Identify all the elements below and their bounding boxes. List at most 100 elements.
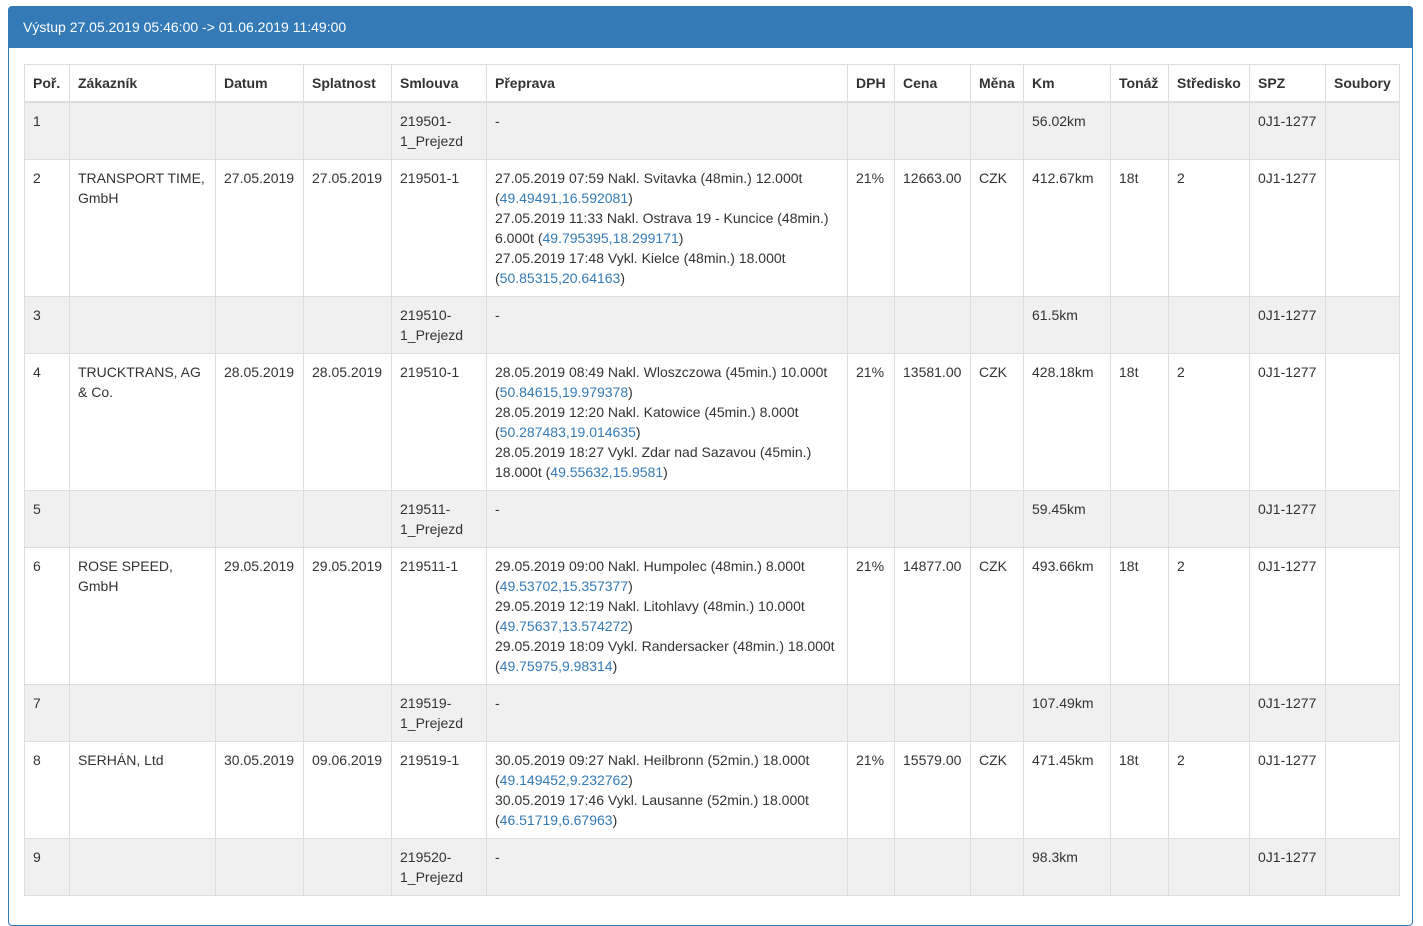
cell-stredisko bbox=[1168, 296, 1250, 354]
header-soubory[interactable]: Soubory bbox=[1325, 64, 1400, 103]
table-row-transfer[interactable]: 9 219520-1_Prejezd - 98.3km 0J1-1277 bbox=[24, 838, 1400, 896]
coordinates-link[interactable]: 49.75975,9.98314 bbox=[499, 658, 613, 674]
route-stop-text: 28.05.2019 18:27 Vykl. Zdar nad Sazavou … bbox=[495, 444, 812, 480]
table-row-transfer[interactable]: 5 219511-1_Prejezd - 59.45km 0J1-1277 bbox=[24, 490, 1400, 548]
cell-preprava: - bbox=[486, 490, 848, 548]
cell-datum: 30.05.2019 bbox=[215, 741, 304, 839]
cell-smlouva: 219511-1_Prejezd bbox=[391, 490, 487, 548]
cell-cena bbox=[894, 838, 971, 896]
cell-cena bbox=[894, 296, 971, 354]
cell-cena: 14877.00 bbox=[894, 547, 971, 685]
cell-datum: 28.05.2019 bbox=[215, 353, 304, 491]
cell-spz: 0J1-1277 bbox=[1249, 684, 1326, 742]
cell-smlouva: 219519-1 bbox=[391, 741, 487, 839]
cell-stredisko bbox=[1168, 490, 1250, 548]
cell-stredisko bbox=[1168, 101, 1250, 160]
cell-stredisko bbox=[1168, 684, 1250, 742]
cell-tonaz: 18t bbox=[1110, 159, 1169, 297]
header-splatnost[interactable]: Splatnost bbox=[303, 64, 392, 103]
cell-datum bbox=[215, 101, 304, 160]
cell-cena: 15579.00 bbox=[894, 741, 971, 839]
cell-por: 8 bbox=[24, 741, 70, 839]
route-stop-text: 27.05.2019 11:33 Nakl. Ostrava 19 - Kunc… bbox=[495, 210, 829, 246]
cell-soubory bbox=[1325, 838, 1400, 896]
coordinates-link[interactable]: 49.49491,16.592081 bbox=[499, 190, 629, 206]
cell-spz: 0J1-1277 bbox=[1249, 159, 1326, 297]
cell-mena bbox=[970, 101, 1024, 160]
table-row-transfer[interactable]: 7 219519-1_Prejezd - 107.49km 0J1-1277 bbox=[24, 684, 1400, 742]
table-row-order[interactable]: 2 TRANSPORT TIME, GmbH 27.05.2019 27.05.201… bbox=[24, 159, 1400, 297]
cell-splatnost bbox=[303, 490, 392, 548]
table-row-transfer[interactable]: 1 219501-1_Prejezd - 56.02km 0J1-1277 bbox=[24, 101, 1400, 160]
cell-zakaznik: TRUCKTRANS, AG & Co. bbox=[69, 353, 216, 491]
cell-soubory bbox=[1325, 684, 1400, 742]
cell-splatnost bbox=[303, 101, 392, 160]
coordinates-link[interactable]: 50.287483,19.014635 bbox=[499, 424, 636, 440]
header-mena[interactable]: Měna bbox=[970, 64, 1024, 103]
coordinates-link[interactable]: 49.55632,15.9581 bbox=[550, 464, 664, 480]
cell-preprava: 29.05.2019 09:00 Nakl. Humpolec (48min.)… bbox=[486, 547, 848, 685]
cell-preprava: 27.05.2019 07:59 Nakl. Svitavka (48min.)… bbox=[486, 159, 848, 297]
cell-por: 2 bbox=[24, 159, 70, 297]
header-datum[interactable]: Datum bbox=[215, 64, 304, 103]
cell-soubory bbox=[1325, 353, 1400, 491]
header-zakaznik[interactable]: Zákazník bbox=[69, 64, 216, 103]
cell-splatnost: 29.05.2019 bbox=[303, 547, 392, 685]
cell-km: 107.49km bbox=[1023, 684, 1111, 742]
table-row-order[interactable]: 4 TRUCKTRANS, AG & Co. 28.05.2019 28.05.201… bbox=[24, 353, 1400, 491]
header-cena[interactable]: Cena bbox=[894, 64, 971, 103]
cell-por: 5 bbox=[24, 490, 70, 548]
coordinates-link[interactable]: 49.53702,15.357377 bbox=[499, 578, 629, 594]
cell-spz: 0J1-1277 bbox=[1249, 838, 1326, 896]
cell-km: 59.45km bbox=[1023, 490, 1111, 548]
cell-mena bbox=[970, 684, 1024, 742]
header-km[interactable]: Km bbox=[1023, 64, 1111, 103]
panel-title: Výstup 27.05.2019 05:46:00 -> 01.06.2019… bbox=[9, 7, 1412, 48]
header-smlouva[interactable]: Smlouva bbox=[391, 64, 487, 103]
cell-dph: 21% bbox=[847, 547, 895, 685]
header-por[interactable]: Poř. bbox=[24, 64, 70, 103]
cell-stredisko bbox=[1168, 838, 1250, 896]
header-dph[interactable]: DPH bbox=[847, 64, 895, 103]
route-stop-text: 29.05.2019 18:09 Vykl. Randersacker (48m… bbox=[495, 638, 835, 654]
cell-spz: 0J1-1277 bbox=[1249, 296, 1326, 354]
coordinates-link[interactable]: 49.795395,18.299171 bbox=[542, 230, 679, 246]
cell-dph: 21% bbox=[847, 741, 895, 839]
cell-cena: 13581.00 bbox=[894, 353, 971, 491]
coordinates-link[interactable]: 49.149452,9.232762 bbox=[499, 772, 629, 788]
cell-dph bbox=[847, 101, 895, 160]
cell-smlouva: 219519-1_Prejezd bbox=[391, 684, 487, 742]
cell-mena bbox=[970, 838, 1024, 896]
coordinates-link[interactable]: 49.75637,13.574272 bbox=[499, 618, 629, 634]
cell-tonaz: 18t bbox=[1110, 741, 1169, 839]
cell-soubory bbox=[1325, 101, 1400, 160]
cell-soubory bbox=[1325, 159, 1400, 297]
table-body: 1 219501-1_Prejezd -56.02km 0J1-1277 2 TRANSP… bbox=[24, 101, 1400, 896]
header-stredisko[interactable]: Středisko bbox=[1168, 64, 1250, 103]
cell-km: 98.3km bbox=[1023, 838, 1111, 896]
cell-splatnost bbox=[303, 684, 392, 742]
cell-splatnost: 27.05.2019 bbox=[303, 159, 392, 297]
header-tonaz[interactable]: Tonáž bbox=[1110, 64, 1169, 103]
cell-mena bbox=[970, 296, 1024, 354]
cell-splatnost bbox=[303, 838, 392, 896]
table-row-order[interactable]: 8 SERHÁN, Ltd 30.05.2019 09.06.2019 219519-1… bbox=[24, 741, 1400, 839]
header-preprava[interactable]: Přeprava bbox=[486, 64, 848, 103]
route-stop: 29.05.2019 12:19 Nakl. Litohlavy (48min.… bbox=[495, 598, 805, 634]
coordinates-link[interactable]: 50.84615,19.979378 bbox=[499, 384, 629, 400]
table-row-transfer[interactable]: 3 219510-1_Prejezd - 61.5km 0J1-1277 bbox=[24, 296, 1400, 354]
table-row-order[interactable]: 6 ROSE SPEED, GmbH 29.05.2019 29.05.2019 219… bbox=[24, 547, 1400, 685]
cell-zakaznik: ROSE SPEED, GmbH bbox=[69, 547, 216, 685]
cell-km: 471.45km bbox=[1023, 741, 1111, 839]
cell-zakaznik: TRANSPORT TIME, GmbH bbox=[69, 159, 216, 297]
cell-zakaznik bbox=[69, 490, 216, 548]
route-stop-text: 29.05.2019 12:19 Nakl. Litohlavy (48min.… bbox=[495, 598, 805, 614]
table-header-row: Poř. Zákazník Datum Splatnost Smlouva Př… bbox=[24, 64, 1400, 103]
route-stop: 30.05.2019 17:46 Vykl. Lausanne (52min.)… bbox=[495, 792, 809, 828]
cell-por: 9 bbox=[24, 838, 70, 896]
coordinates-link[interactable]: 46.51719,6.67963 bbox=[499, 812, 613, 828]
route-stop-text: 30.05.2019 09:27 Nakl. Heilbronn (52min.… bbox=[495, 752, 810, 768]
coordinates-link[interactable]: 50.85315,20.64163 bbox=[499, 270, 621, 286]
cell-por: 4 bbox=[24, 353, 70, 491]
header-spz[interactable]: SPZ bbox=[1249, 64, 1326, 103]
